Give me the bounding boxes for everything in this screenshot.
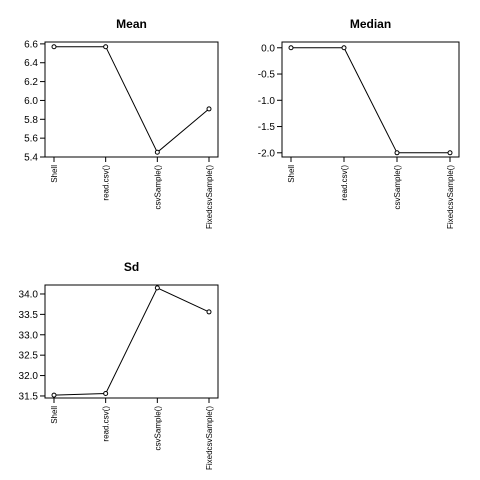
y-tick-label: -2.0: [258, 148, 276, 159]
x-tick-label: Shell: [287, 165, 296, 183]
y-tick-label: 33.5: [19, 310, 39, 321]
plot-frame: [44, 284, 219, 399]
y-tick-label: 33.0: [19, 330, 39, 341]
y-tick-label: 32.5: [19, 351, 39, 362]
data-point: [154, 285, 160, 291]
data-point: [103, 391, 109, 397]
chart-panel-2: Median -2.0 -1.5 -1.0 -0.5 0.0 Shell read.csv()…: [258, 17, 460, 229]
y-tick-label: 5.4: [24, 153, 38, 164]
y-tick-label: -0.5: [258, 70, 276, 81]
y-tick-label: 32.0: [19, 371, 39, 382]
y-tick-label: 6.4: [24, 58, 38, 69]
data-point: [154, 149, 160, 155]
x-tick-label: FixedcsvSample(): [205, 406, 214, 470]
y-tick-label: -1.0: [258, 96, 276, 107]
x-tick-label: read.csv(): [340, 165, 349, 201]
y-tick-label: 5.6: [24, 134, 38, 145]
x-tick-label: Shell: [50, 406, 59, 424]
y-tick-label: -1.5: [258, 122, 276, 133]
plot-frame: [281, 41, 460, 158]
x-tick-label: csvSample(): [393, 165, 402, 210]
chart-panel-1: Mean 5.4 5.6 5.8 6.0 6.2 6.4 6.6 Shell read.csv()…: [24, 17, 219, 229]
x-tick-label: FixedcsvSample(): [205, 165, 214, 229]
y-tick-label: 6.6: [24, 39, 38, 50]
data-point: [206, 106, 212, 112]
x-tick-label: read.csv(): [102, 165, 111, 201]
x-tick-label: csvSample(): [153, 165, 162, 210]
y-tick-label: 6.2: [24, 77, 38, 88]
chart-title: Sd: [124, 260, 139, 274]
x-tick-label: Shell: [50, 165, 59, 183]
data-point: [288, 45, 294, 51]
series-line: [291, 47, 450, 154]
data-point: [51, 44, 57, 50]
series-line: [54, 46, 210, 154]
y-tick-label: 31.5: [19, 391, 39, 402]
data-point: [447, 150, 453, 156]
data-point: [394, 150, 400, 156]
x-tick-label: read.csv(): [102, 406, 111, 442]
y-tick-label: 34.0: [19, 289, 39, 300]
series-line: [53, 287, 210, 396]
plot-frame: [44, 41, 219, 158]
y-tick-label: 0.0: [261, 43, 275, 54]
chart-title: Median: [350, 17, 391, 31]
chart-panel-3: Sd 31.5 32.0 32.5 33.0 33.5 34.0 Shell read.csv(…: [19, 260, 219, 470]
chart-title: Mean: [116, 17, 147, 31]
data-point: [103, 44, 109, 50]
data-point: [341, 45, 347, 51]
x-tick-label: csvSample(): [153, 406, 162, 451]
y-tick-label: 6.0: [24, 96, 38, 107]
data-point: [51, 392, 57, 398]
x-tick-label: FixedcsvSample(): [446, 165, 455, 229]
data-point: [206, 309, 212, 315]
y-tick-label: 5.8: [24, 115, 38, 126]
